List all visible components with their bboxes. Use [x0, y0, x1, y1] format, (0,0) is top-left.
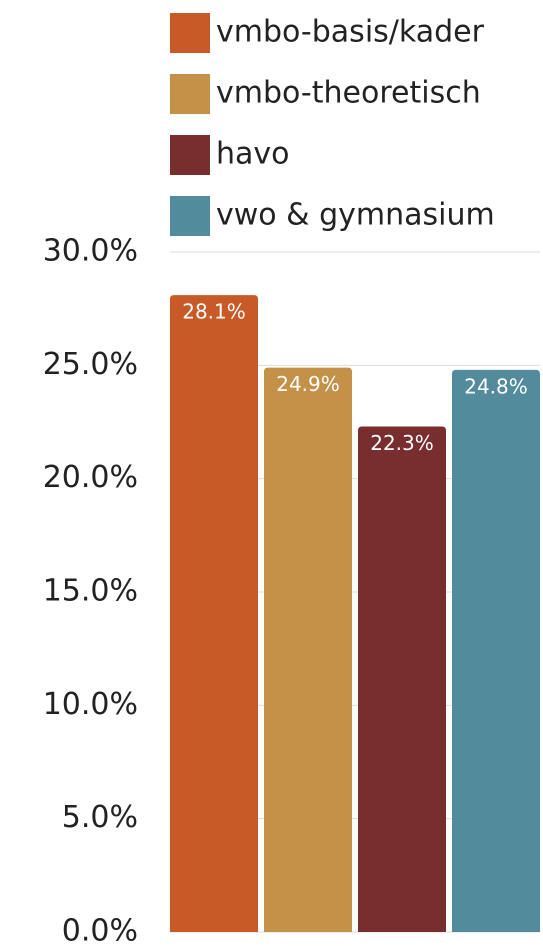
legend-swatch [170, 13, 210, 53]
y-tick-label: 20.0% [43, 460, 138, 495]
bar [358, 426, 446, 932]
bar [264, 367, 352, 933]
bar [170, 295, 258, 933]
value-label: 22.3% [370, 431, 434, 455]
legend-swatch [170, 196, 210, 236]
y-tick-label: 10.0% [43, 687, 138, 722]
y-tick-label: 0.0% [62, 914, 138, 946]
value-label: 24.9% [276, 372, 340, 396]
legend-swatch [170, 74, 210, 114]
legend-label: vwo & gymnasium [216, 198, 495, 233]
legend-label: havo [216, 137, 290, 172]
bar [452, 369, 540, 932]
value-label: 24.8% [464, 374, 528, 398]
y-tick-label: 15.0% [43, 574, 138, 609]
legend-swatch [170, 135, 210, 175]
legend-label: vmbo-basis/kader [216, 15, 485, 50]
y-tick-label: 25.0% [43, 347, 138, 382]
value-label: 28.1% [182, 300, 246, 324]
y-tick-label: 30.0% [43, 234, 138, 269]
y-tick-label: 5.0% [62, 800, 138, 835]
legend-label: vmbo-theoretisch [216, 76, 481, 111]
